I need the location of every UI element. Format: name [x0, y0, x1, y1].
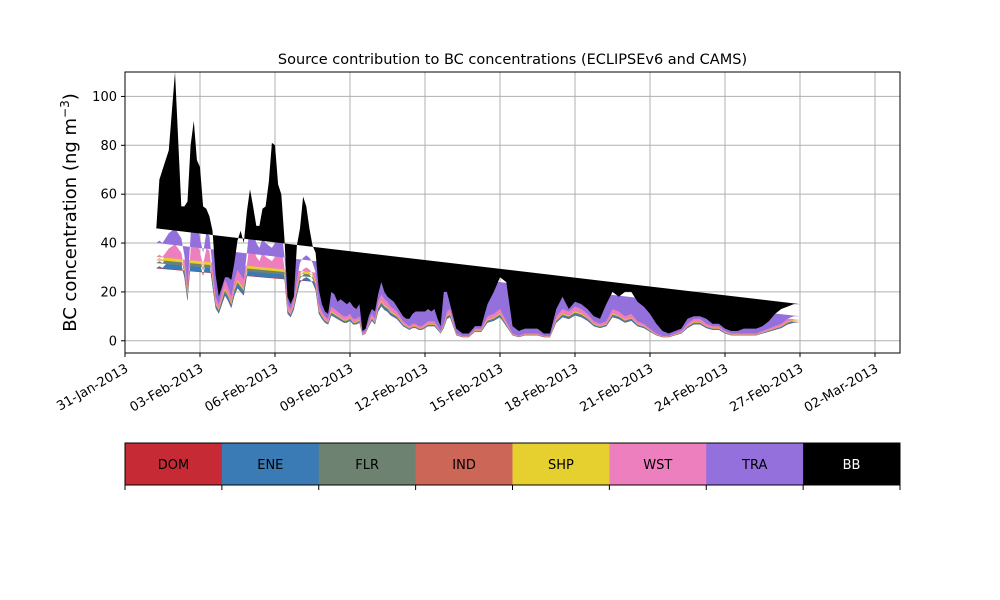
y-axis-label-exponent: −3 [58, 100, 72, 118]
x-tick-label: 18-Feb-2013 [502, 361, 581, 415]
x-tick-label: 12-Feb-2013 [352, 361, 431, 415]
x-tick-label: 02-Mar-2013 [802, 361, 881, 415]
x-tick-label: 09-Feb-2013 [277, 361, 356, 415]
y-axis-label: BC concentration (ng m−3) [58, 93, 81, 332]
source-legend: DOM ENE FLR IND SHP WST TRA BB [124, 442, 901, 490]
x-tick-label: 21-Feb-2013 [577, 361, 656, 415]
plot-frame [124, 71, 901, 354]
y-tick-label: 60 [100, 188, 117, 203]
x-tick-label: 24-Feb-2013 [652, 361, 731, 415]
legend-swatch-wst [609, 443, 707, 485]
stacked-areas [156, 72, 801, 338]
chart-title: Source contribution to BC concentrations… [278, 52, 747, 68]
legend-swatch-dom [125, 443, 223, 485]
y-axis-label-text: BC concentration (ng m [60, 118, 81, 332]
legend-swatch-flr [318, 443, 417, 485]
legend-label: BB [843, 458, 861, 473]
legend-swatch-bb [803, 443, 901, 485]
y-tick-label: 40 [100, 237, 117, 252]
legend-swatch-shp [512, 443, 610, 485]
area-bb [156, 72, 801, 334]
y-tick-label: 0 [109, 334, 117, 349]
y-tick-label: 100 [92, 90, 117, 105]
x-tick-label: 31-Jan-2013 [54, 361, 131, 414]
legend-swatch-ene [221, 443, 320, 485]
legend-label: DOM [158, 458, 189, 473]
y-tick-label: 20 [100, 285, 117, 300]
legend-label: WST [643, 458, 672, 473]
legend-label: FLR [355, 458, 379, 473]
legend-label: IND [452, 458, 476, 473]
x-tick-label: 15-Feb-2013 [427, 361, 506, 415]
legend-label: SHP [548, 458, 574, 473]
legend-label: ENE [257, 458, 283, 473]
x-tick-label: 27-Feb-2013 [727, 361, 806, 415]
legend-swatch-ind [415, 443, 513, 485]
legend-label: TRA [741, 458, 767, 473]
x-tick-label: 06-Feb-2013 [202, 361, 281, 415]
y-axis-label-close: ) [60, 93, 81, 100]
y-tick-label: 80 [100, 139, 117, 154]
x-tick-label: 03-Feb-2013 [127, 361, 206, 415]
legend-swatch-tra [706, 443, 804, 485]
